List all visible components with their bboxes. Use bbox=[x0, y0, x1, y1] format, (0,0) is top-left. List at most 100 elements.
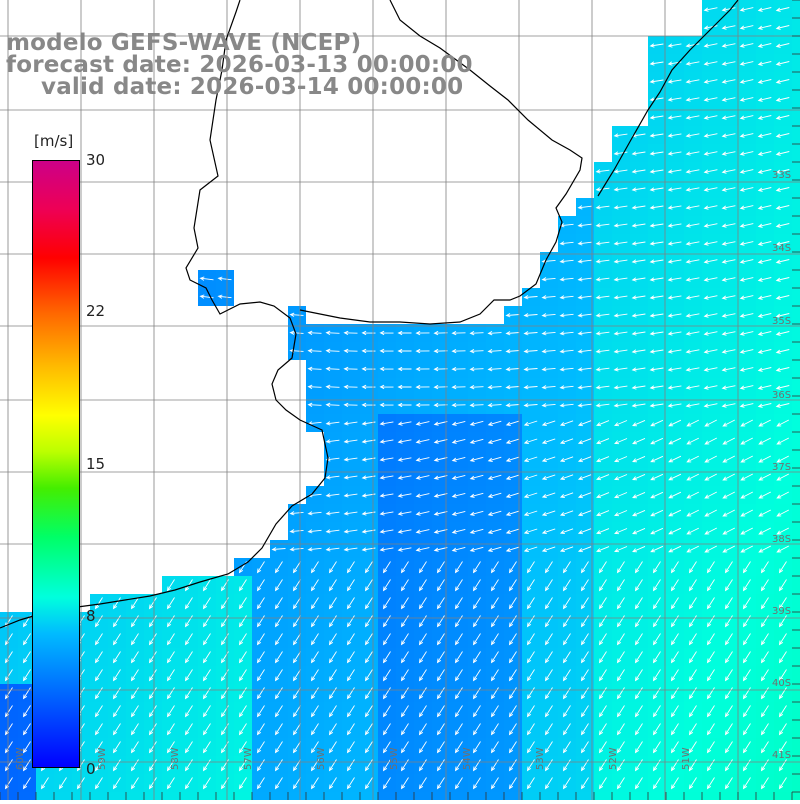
wind-arrow bbox=[688, 723, 697, 736]
wind-arrow bbox=[634, 579, 643, 592]
wind-arrow bbox=[346, 777, 355, 790]
wind-arrow bbox=[652, 759, 661, 772]
wind-arrow bbox=[596, 420, 610, 427]
ocean-cell bbox=[792, 108, 800, 126]
wind-arrow bbox=[22, 723, 31, 736]
wind-arrow bbox=[704, 545, 718, 553]
wind-arrow bbox=[379, 421, 394, 426]
ocean-cell bbox=[792, 432, 800, 450]
wind-arrow bbox=[704, 491, 718, 499]
wind-arrow bbox=[598, 597, 607, 610]
wind-arrow bbox=[256, 651, 265, 664]
wind-arrow bbox=[436, 633, 445, 646]
wind-arrow bbox=[256, 615, 265, 628]
wind-arrow bbox=[703, 403, 718, 408]
wind-arrow bbox=[436, 759, 445, 772]
colorbar-tick-8: 8 bbox=[86, 607, 96, 625]
wind-arrow bbox=[505, 403, 520, 408]
wind-arrow bbox=[704, 527, 718, 535]
wind-arrow bbox=[559, 546, 574, 553]
wind-arrow bbox=[94, 669, 103, 682]
wind-arrow bbox=[256, 759, 265, 772]
wind-arrow bbox=[418, 579, 427, 592]
wind-arrow bbox=[130, 759, 139, 772]
ocean-cell bbox=[792, 468, 800, 486]
wind-arrow bbox=[670, 651, 679, 664]
wind-arrow bbox=[613, 223, 628, 228]
wind-arrow bbox=[433, 402, 448, 408]
wind-arrow bbox=[631, 169, 646, 174]
wind-arrow bbox=[112, 669, 121, 682]
wind-arrow bbox=[526, 777, 535, 790]
wind-arrow bbox=[775, 25, 790, 30]
wind-arrow bbox=[724, 759, 733, 772]
wind-arrow bbox=[94, 723, 103, 736]
wind-arrow bbox=[487, 420, 502, 426]
wind-arrow bbox=[451, 330, 466, 336]
ocean-cell bbox=[792, 558, 800, 576]
wind-arrow bbox=[112, 705, 121, 718]
wind-arrow bbox=[490, 687, 499, 700]
wind-arrow bbox=[526, 705, 535, 718]
wind-arrow bbox=[490, 579, 499, 592]
wind-arrow bbox=[616, 777, 625, 790]
wind-arrow bbox=[704, 473, 718, 481]
wind-arrow bbox=[613, 349, 628, 354]
wind-arrow bbox=[775, 385, 790, 390]
colorbar-tick-30: 30 bbox=[86, 151, 106, 169]
wind-arrow bbox=[668, 509, 682, 517]
wind-arrow bbox=[454, 561, 463, 574]
wind-arrow bbox=[721, 259, 736, 264]
wind-arrow bbox=[595, 169, 610, 174]
wind-arrow bbox=[454, 651, 463, 664]
wind-arrow bbox=[202, 777, 211, 790]
wind-arrow bbox=[397, 493, 412, 498]
ocean-cell bbox=[792, 594, 800, 612]
wind-arrow bbox=[469, 438, 484, 444]
wind-arrow bbox=[632, 509, 646, 517]
wind-arrow bbox=[184, 615, 193, 628]
wind-arrow bbox=[775, 295, 790, 300]
wind-arrow bbox=[274, 705, 283, 718]
ocean-cell bbox=[594, 792, 612, 804]
wind-arrow bbox=[202, 759, 211, 772]
wind-arrow bbox=[526, 615, 535, 628]
wind-arrow bbox=[541, 510, 556, 517]
wind-arrow bbox=[307, 348, 322, 353]
wind-arrow bbox=[400, 687, 409, 700]
wind-arrow bbox=[613, 187, 628, 192]
wind-arrow bbox=[490, 669, 499, 682]
wind-arrow bbox=[526, 561, 535, 574]
wind-arrow bbox=[562, 723, 571, 736]
wind-arrow bbox=[451, 384, 466, 390]
wind-arrow bbox=[668, 419, 682, 427]
wind-arrow bbox=[382, 741, 391, 754]
wind-arrow bbox=[706, 579, 715, 592]
wind-arrow bbox=[706, 615, 715, 628]
wind-arrow bbox=[652, 741, 661, 754]
wind-arrow bbox=[418, 597, 427, 610]
wind-arrow bbox=[631, 331, 646, 336]
wind-arrow bbox=[670, 777, 679, 790]
wind-arrow bbox=[577, 295, 592, 300]
wind-arrow bbox=[577, 277, 592, 282]
wind-arrow bbox=[739, 205, 754, 210]
wind-arrow bbox=[433, 529, 448, 534]
wind-arrow bbox=[94, 705, 103, 718]
wind-arrow bbox=[614, 456, 628, 463]
wind-arrow bbox=[559, 438, 574, 445]
wind-arrow bbox=[703, 277, 718, 282]
wind-arrow bbox=[740, 437, 754, 445]
wind-arrow bbox=[184, 723, 193, 736]
wind-arrow bbox=[433, 457, 448, 462]
ocean-cell bbox=[792, 18, 800, 36]
ocean-cell bbox=[306, 792, 324, 804]
wind-arrow bbox=[616, 705, 625, 718]
wind-arrow bbox=[451, 402, 466, 408]
wind-arrow bbox=[595, 313, 610, 318]
wind-arrow bbox=[757, 79, 772, 84]
wind-arrow bbox=[704, 419, 718, 427]
wind-arrow bbox=[739, 403, 754, 408]
wind-arrow bbox=[703, 133, 718, 138]
latitude-label: 33S bbox=[772, 170, 791, 181]
